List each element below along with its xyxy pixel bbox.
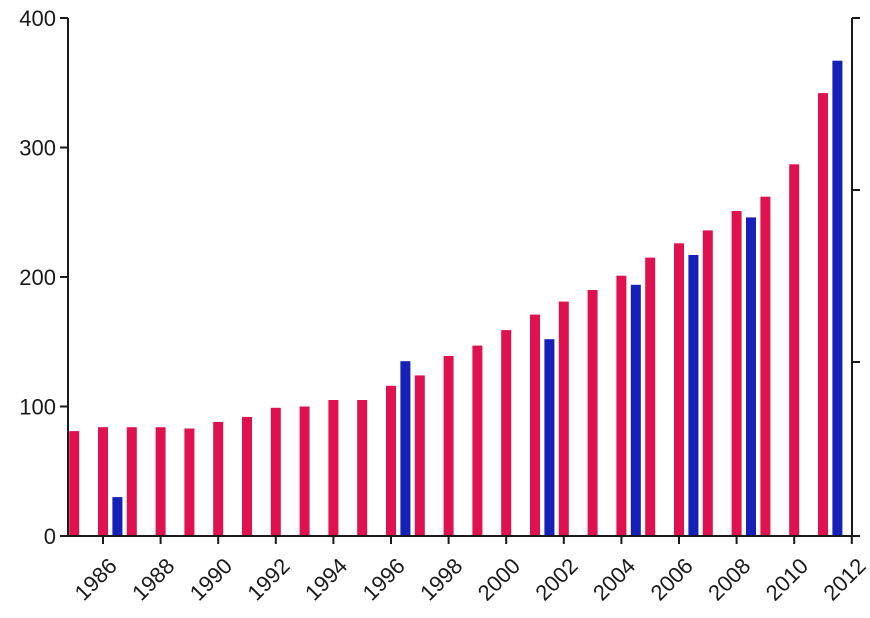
- bar: [270, 407, 281, 536]
- bar: [789, 164, 800, 537]
- y-tick-label: 0: [44, 524, 56, 549]
- x-tick-label: 1996: [358, 553, 410, 605]
- y-tick-label: 300: [19, 136, 56, 161]
- y-tick-label: 400: [19, 6, 56, 31]
- bar: [818, 93, 828, 536]
- x-axis-ticks: 1986 1988 1990 1992 1994 1996 1998 2000 2002 2004…: [70, 536, 870, 605]
- bar: [731, 211, 742, 536]
- bar: [213, 422, 224, 536]
- y-tick-label: 200: [19, 265, 56, 290]
- x-tick-label: 2002: [530, 553, 582, 605]
- x-tick-label: 1994: [300, 553, 352, 605]
- x-tick-label: 1998: [415, 553, 467, 605]
- x-tick-label: 1988: [127, 553, 179, 605]
- y-axis-ticks: 0 100 200 300 400: [19, 6, 68, 549]
- x-tick-label: 2000: [473, 553, 525, 605]
- x-tick-label: 2012: [818, 553, 870, 605]
- bar: [98, 427, 108, 536]
- right-axis: [851, 17, 860, 537]
- bar: [558, 301, 569, 536]
- bar: [544, 339, 555, 536]
- x-tick-label: 1990: [185, 553, 237, 605]
- bar: [688, 255, 699, 536]
- bar: [501, 330, 512, 536]
- bar: [702, 230, 713, 536]
- bar: [414, 375, 425, 536]
- bar: [328, 400, 339, 536]
- bar: [242, 416, 252, 536]
- bar: [299, 406, 310, 536]
- bar: [184, 428, 195, 536]
- bar: [645, 257, 656, 536]
- bar: [630, 284, 641, 536]
- x-tick-label: 2006: [646, 553, 698, 605]
- bar: [386, 385, 396, 536]
- bar: [616, 275, 627, 536]
- bar: [760, 196, 771, 536]
- bar: [472, 345, 483, 536]
- bar: [112, 497, 123, 536]
- bar: [832, 60, 843, 536]
- bar: [126, 427, 137, 536]
- x-tick-label: 2010: [761, 553, 813, 605]
- bar: [155, 427, 166, 536]
- bar: [69, 431, 80, 536]
- bar: [746, 217, 756, 536]
- y-tick-label: 100: [19, 395, 56, 420]
- bar: [400, 361, 411, 536]
- x-tick-label: 1992: [242, 553, 294, 605]
- bar: [587, 290, 598, 536]
- bar: [530, 314, 540, 536]
- bars: [69, 60, 843, 537]
- x-tick-label: 1986: [70, 553, 122, 605]
- bar: [443, 356, 454, 536]
- x-tick-label: 2004: [588, 553, 640, 605]
- x-tick-label: 2008: [703, 553, 755, 605]
- bar: [674, 243, 684, 537]
- bar: [357, 400, 368, 536]
